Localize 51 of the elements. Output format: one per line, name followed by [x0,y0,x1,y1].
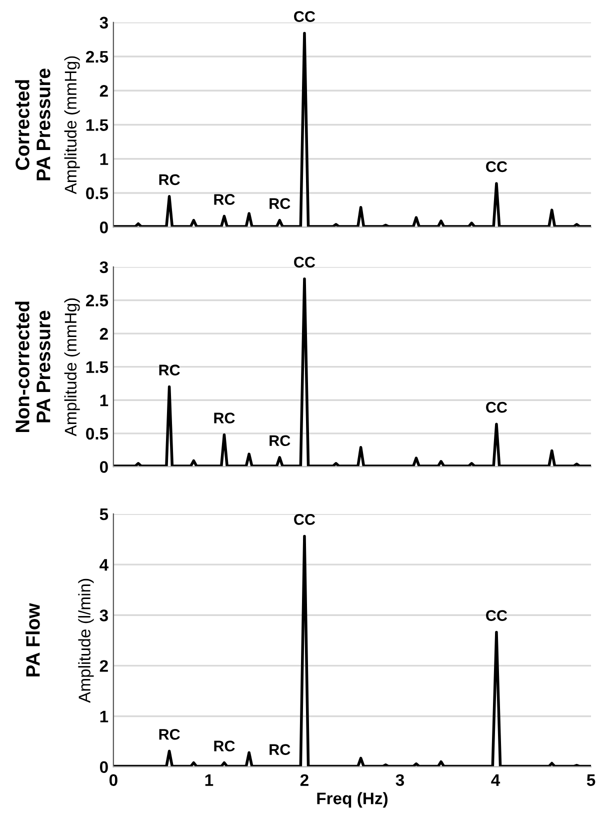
y-tick-label: 2.5 [86,50,108,63]
annotation: RC [270,435,290,446]
x-tick-label: 3 [396,774,404,786]
y-tick-label: 5 [100,508,108,520]
y-axis-title: Amplitude (mmHg) [64,56,80,194]
y-tick-label: 3 [100,261,108,274]
y-tick-label: 1.5 [86,119,108,131]
annotation: CC [486,161,508,172]
x-axis-title: Freq (Hz) [317,792,388,808]
y-tick-label: 2 [100,85,108,97]
annotation: RC [159,174,180,186]
y-tick-label: 2 [100,660,108,672]
y-tick-label: 3 [100,16,108,29]
text: Corrected PA Pressure [15,68,50,180]
annotation: CC [294,514,316,525]
annotation: RC [214,194,235,205]
annotation: CC [486,402,508,413]
annotation: RC [159,728,180,740]
y-tick-label: 1 [100,710,108,722]
text: PA Flow [26,603,40,676]
x-tick-label: 5 [586,774,596,786]
y-tick-label: 2.5 [86,294,108,306]
y-tick-label: 1.5 [86,361,108,374]
x-tick-label: 2 [300,774,308,786]
x-tick-label: 4 [491,774,500,786]
x-tick-label: 1 [205,774,214,786]
y-tick-label: 2 [100,328,108,340]
y-tick-label: 0 [100,461,108,473]
y-tick-label: 4 [100,559,108,571]
line-series [113,32,592,228]
annotation: CC [486,610,508,621]
line-series [113,534,592,767]
y-axis-title: Amplitude (l/min) [78,578,94,703]
y-tick-label: 0 [100,761,108,774]
line-series [113,278,592,467]
y-tick-label: 0 [100,222,108,234]
annotation: RC [159,364,180,376]
y-tick-label: 1 [100,394,108,406]
y-tick-label: 3 [100,610,108,622]
annotation: RC [270,744,290,755]
y-tick-label: 1 [100,153,108,165]
y-axis-title: Amplitude (mmHg) [64,298,80,436]
annotation: RC [214,412,235,424]
text: Non-corrected PA Pressure [15,302,50,432]
annotation: CC [294,256,316,268]
y-tick-label: 0.5 [86,187,108,200]
y-tick-label: 0.5 [86,428,108,440]
annotation: RC [214,740,235,752]
annotation: RC [270,198,290,209]
x-tick-label: 0 [109,774,118,786]
annotation: CC [294,11,316,22]
